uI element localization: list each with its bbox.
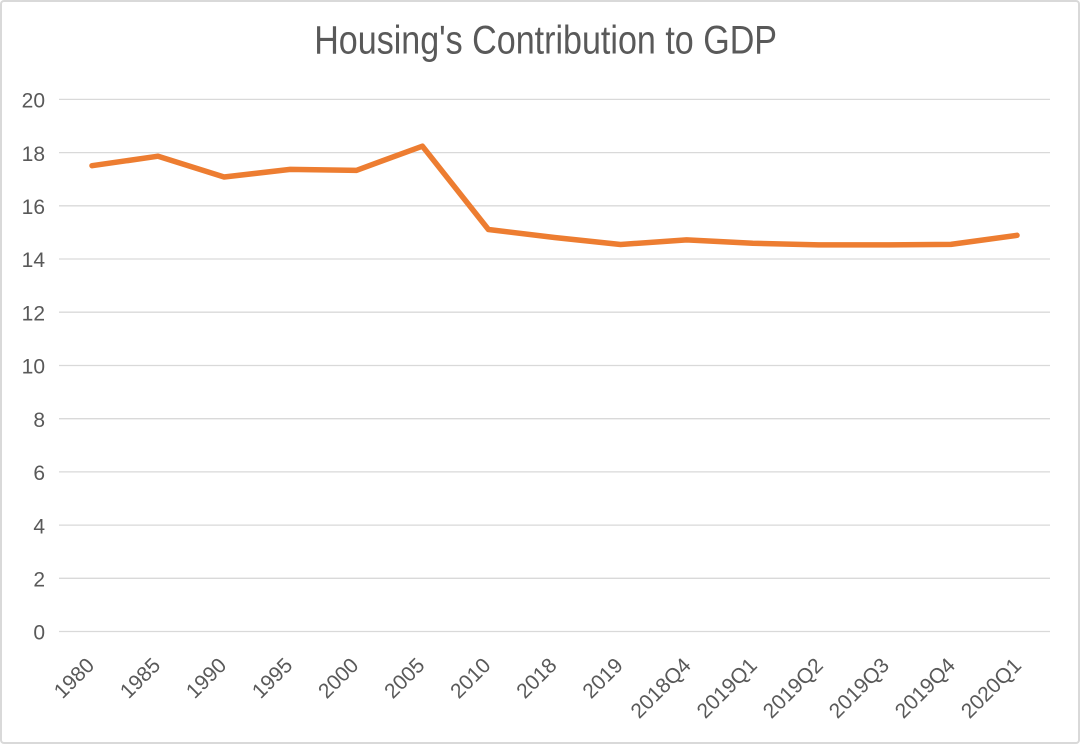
svg-text:Housing's Contribution to GDP: Housing's Contribution to GDP [314, 17, 777, 62]
svg-text:8: 8 [33, 409, 45, 432]
svg-text:14: 14 [22, 249, 46, 272]
svg-text:6: 6 [33, 462, 45, 485]
svg-text:16: 16 [22, 196, 45, 219]
svg-text:20: 20 [22, 90, 45, 113]
svg-text:2: 2 [33, 569, 45, 592]
svg-text:12: 12 [22, 302, 45, 325]
svg-text:0: 0 [33, 622, 45, 645]
svg-text:4: 4 [33, 515, 45, 538]
svg-text:10: 10 [22, 356, 45, 379]
svg-text:18: 18 [22, 143, 45, 166]
